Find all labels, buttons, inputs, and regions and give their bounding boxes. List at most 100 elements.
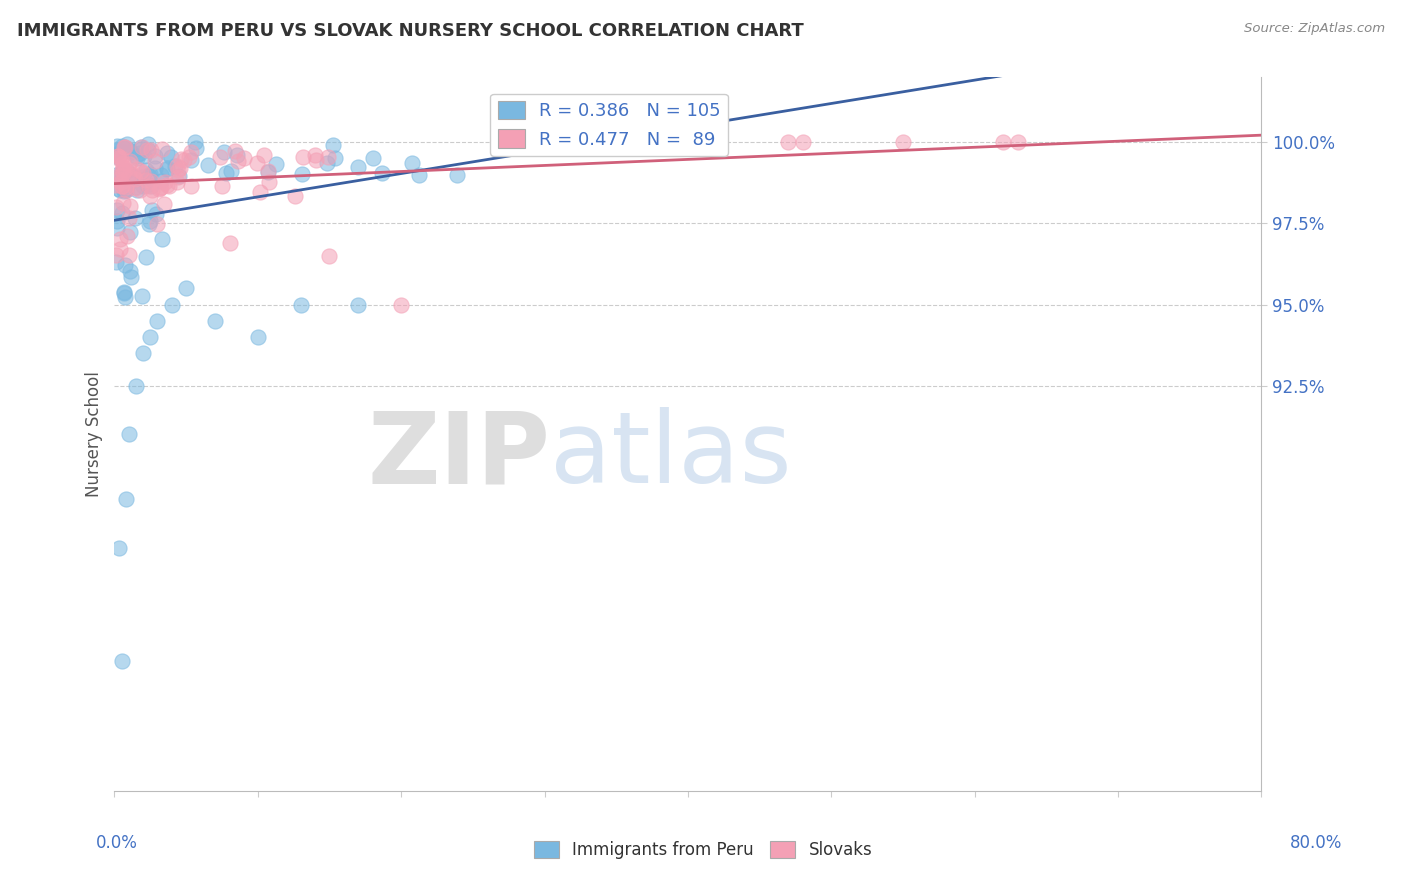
- Point: [167, 162, 190, 177]
- Point: [111, 162, 134, 177]
- Point: [112, 140, 135, 154]
- Point: [146, 217, 169, 231]
- Text: atlas: atlas: [550, 408, 792, 504]
- Point: [115, 136, 138, 151]
- Point: [114, 183, 136, 197]
- Point: [180, 153, 202, 168]
- Point: [132, 148, 155, 162]
- Point: [107, 169, 129, 183]
- Point: [135, 172, 157, 186]
- Point: [141, 179, 163, 194]
- Point: [135, 250, 157, 264]
- Point: [316, 150, 339, 164]
- Point: [117, 228, 139, 243]
- Point: [146, 314, 169, 328]
- Point: [219, 235, 242, 250]
- Point: [117, 157, 139, 171]
- Point: [143, 153, 166, 168]
- Point: [224, 144, 246, 158]
- Point: [122, 168, 145, 182]
- Point: [135, 163, 157, 178]
- Point: [166, 169, 188, 184]
- Point: [105, 200, 128, 214]
- Point: [209, 149, 232, 163]
- Point: [138, 217, 160, 231]
- Point: [347, 160, 370, 174]
- Point: [1007, 136, 1029, 150]
- Point: [249, 186, 271, 200]
- Point: [304, 147, 326, 161]
- Point: [141, 202, 163, 217]
- Point: [107, 150, 129, 164]
- Point: [156, 161, 179, 176]
- Point: [149, 180, 172, 194]
- Point: [131, 140, 153, 154]
- Point: [128, 183, 150, 197]
- Point: [401, 155, 423, 169]
- Point: [141, 143, 163, 157]
- Point: [204, 314, 226, 328]
- Point: [112, 166, 135, 180]
- Point: [115, 180, 138, 194]
- Point: [117, 163, 139, 178]
- Point: [160, 297, 183, 311]
- Point: [173, 153, 195, 167]
- Point: [107, 148, 129, 162]
- Point: [118, 154, 141, 169]
- Point: [107, 149, 129, 163]
- Point: [108, 232, 131, 246]
- Point: [132, 179, 155, 194]
- Point: [138, 136, 160, 151]
- Point: [108, 182, 131, 196]
- Point: [408, 168, 430, 182]
- Point: [778, 136, 800, 150]
- Point: [131, 288, 153, 302]
- Point: [104, 255, 127, 269]
- Point: [120, 199, 142, 213]
- Point: [371, 166, 394, 180]
- Point: [107, 541, 129, 555]
- Point: [105, 139, 128, 153]
- Point: [129, 146, 152, 161]
- Point: [284, 189, 307, 203]
- Point: [318, 249, 340, 263]
- Point: [114, 285, 136, 300]
- Point: [145, 207, 167, 221]
- Point: [180, 179, 202, 194]
- Point: [104, 248, 127, 262]
- Point: [141, 183, 163, 197]
- Text: 0.0%: 0.0%: [96, 834, 138, 852]
- Point: [111, 206, 134, 220]
- Point: [111, 160, 134, 174]
- Point: [120, 270, 142, 285]
- Point: [125, 151, 148, 165]
- Point: [215, 166, 238, 180]
- Point: [114, 290, 136, 304]
- Point: [138, 169, 160, 183]
- Point: [124, 172, 146, 186]
- Point: [136, 178, 159, 192]
- Point: [112, 155, 135, 169]
- Point: [226, 154, 249, 169]
- Point: [104, 178, 127, 192]
- Point: [212, 145, 235, 160]
- Point: [118, 143, 141, 157]
- Point: [257, 175, 280, 189]
- Point: [111, 179, 134, 194]
- Text: 80.0%: 80.0%: [1291, 834, 1343, 852]
- Point: [139, 330, 162, 344]
- Point: [150, 142, 173, 156]
- Point: [446, 168, 468, 182]
- Point: [180, 145, 202, 159]
- Point: [105, 144, 128, 158]
- Point: [132, 166, 155, 180]
- Point: [129, 142, 152, 156]
- Point: [322, 137, 344, 152]
- Point: [169, 161, 191, 176]
- Point: [131, 164, 153, 178]
- Point: [118, 427, 141, 442]
- Point: [127, 183, 149, 197]
- Point: [152, 197, 174, 211]
- Point: [114, 258, 136, 272]
- Point: [792, 136, 814, 150]
